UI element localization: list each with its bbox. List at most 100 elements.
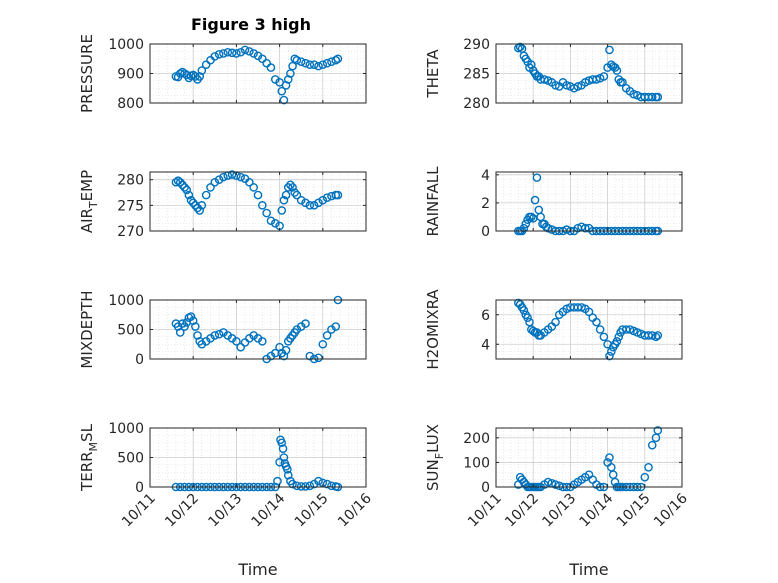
subplot-5: 0 500 1000 MIXDEPTH: [78, 290, 367, 369]
data-point: [262, 208, 271, 218]
data-point: [653, 331, 663, 340]
data-point: [232, 49, 241, 58]
y-tick-label: 4: [481, 337, 490, 353]
data-point: [223, 47, 233, 57]
subplot-3: 270 275 280 AIRTEMP: [78, 170, 367, 240]
data-point: [333, 54, 343, 64]
data-point: [573, 82, 583, 91]
data-point: [592, 317, 601, 327]
data-point: [283, 183, 293, 192]
data-point: [186, 312, 196, 321]
data-point: [232, 336, 241, 346]
data-point: [584, 307, 594, 317]
data-point: [210, 52, 220, 61]
y-tick-label: 275: [117, 198, 144, 214]
x-tick-label: 10/14: [577, 490, 617, 530]
data-point: [279, 453, 289, 462]
data-point: [318, 339, 328, 349]
data-point: [275, 457, 284, 467]
data-point: [281, 190, 291, 200]
data-point: [647, 440, 657, 450]
data-point: [653, 426, 663, 435]
data-point: [191, 322, 200, 331]
data-point: [292, 190, 302, 200]
y-tick-label: 500: [117, 451, 144, 467]
data-point: [309, 201, 319, 210]
data-point: [580, 223, 590, 233]
y-tick-label: 500: [117, 323, 144, 339]
data-point: [551, 480, 560, 489]
data-point: [258, 336, 267, 346]
y-tick-label: 900: [117, 67, 144, 83]
data-point: [180, 322, 189, 331]
y-tick-label: 6: [481, 308, 490, 324]
data-point: [599, 332, 609, 342]
data-point: [530, 195, 540, 205]
data-point: [277, 206, 287, 215]
y-axis-label: H2OMIXRA: [424, 289, 442, 370]
data-point: [318, 60, 328, 69]
data-point: [288, 61, 297, 71]
data-point: [210, 331, 220, 340]
data-point: [266, 216, 276, 226]
data-point: [314, 61, 323, 71]
data-point: [277, 438, 287, 448]
data-point: [227, 170, 237, 179]
y-tick-label: 270: [117, 224, 144, 240]
data-point: [614, 332, 624, 342]
data-point: [592, 75, 601, 84]
y-tick-label: 800: [117, 96, 144, 112]
data-point: [290, 188, 300, 197]
data-point: [258, 54, 267, 64]
y-axis-label: RAINFALL: [424, 166, 442, 237]
data-point: [314, 198, 323, 208]
data-point: [305, 60, 315, 69]
data-point: [288, 479, 297, 489]
data-point: [551, 317, 560, 327]
subplot-7: 0 500 1000 10/11 10/12 10/13 10/14 10/15 10/16 Ti…: [78, 421, 375, 579]
data-point: [270, 348, 280, 358]
data-point: [288, 183, 297, 192]
y-axis-label: THETA: [424, 49, 442, 99]
data-point: [214, 50, 224, 59]
data-point: [279, 95, 289, 105]
data-point: [612, 336, 622, 346]
data-point: [286, 69, 295, 78]
data-point: [296, 195, 306, 205]
data-point: [322, 479, 332, 489]
data-point: [186, 195, 196, 205]
data-point: [595, 325, 605, 334]
x-tick-label: 10/16: [335, 490, 375, 530]
data-point: [245, 47, 254, 56]
data-point: [292, 481, 302, 491]
data-point: [214, 329, 224, 339]
y-tick-label: 100: [463, 455, 490, 471]
x-axis-label: Time: [568, 560, 608, 579]
y-tick-label: 290: [463, 37, 490, 53]
data-point: [191, 201, 200, 210]
data-point: [605, 351, 614, 361]
subplot-4: 0 2 4 RAINFALL: [424, 166, 683, 240]
data-point: [605, 453, 614, 462]
y-axis-label: PRESSURE: [78, 34, 96, 113]
axes-box: [495, 299, 683, 360]
x-tick-label: 10/13: [205, 491, 245, 531]
data-point: [605, 45, 614, 55]
data-point: [305, 481, 315, 491]
data-point: [519, 223, 529, 233]
data-point: [296, 482, 306, 491]
x-tick-label: 10/11: [465, 491, 505, 531]
data-point: [197, 66, 207, 75]
y-tick-label: 280: [463, 96, 490, 112]
data-point: [515, 42, 525, 52]
subplot-6: 4 6 H2OMIXRA: [424, 289, 683, 370]
y-tick-label: 0: [135, 480, 144, 496]
y-axis-label: TERRMSL: [78, 423, 100, 492]
data-point: [301, 58, 310, 68]
data-point: [301, 319, 310, 328]
data-point: [647, 92, 657, 102]
data-point: [227, 48, 237, 58]
data-point: [543, 477, 553, 487]
data-point: [301, 482, 310, 491]
